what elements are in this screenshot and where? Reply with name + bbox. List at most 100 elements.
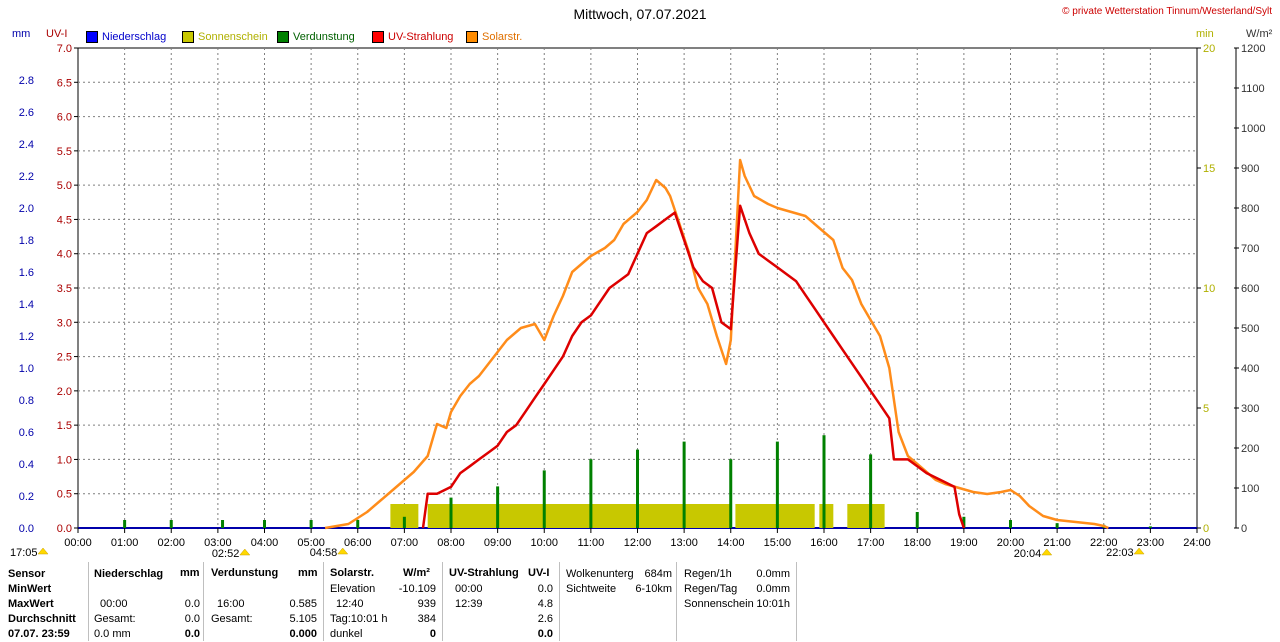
min-tick-label: 10 bbox=[1203, 283, 1215, 295]
evaporation-bar bbox=[729, 459, 733, 528]
mm-tick-label: 2.8 bbox=[19, 75, 34, 87]
legend-sonnenschein: Sonnenschein bbox=[182, 31, 268, 43]
evaporation-bar bbox=[589, 459, 593, 528]
table-row: Gesamt: 5.105 bbox=[211, 613, 317, 625]
wm2-tick-label: 100 bbox=[1241, 483, 1259, 495]
sun-time-label: 20:04 bbox=[1014, 548, 1042, 560]
x-tick-label: 23:00 bbox=[1137, 537, 1165, 549]
wm2-tick-label: 1200 bbox=[1241, 43, 1265, 55]
chart-axes: 00:00 01:00 02:00 03:00 04:00 05:00 06:00 07:00… bbox=[19, 43, 1266, 549]
sun-markers: 17:05 02:52 04:58 20:04 22:03 bbox=[10, 547, 1145, 560]
evaporation-bar bbox=[915, 512, 919, 528]
row-label: MaxWert bbox=[8, 598, 54, 610]
x-tick-label: 13:00 bbox=[670, 537, 698, 549]
x-tick-label: 02:00 bbox=[157, 537, 185, 549]
solar-values: Elevation -10.109 12:40 939 Tag:10:01 h 384… bbox=[330, 582, 436, 642]
table-divider bbox=[796, 562, 797, 641]
wm2-tick-label: 700 bbox=[1241, 243, 1259, 255]
mm-tick-label: 1.6 bbox=[19, 267, 34, 279]
table-row: Sichtweite 6-10km bbox=[566, 583, 672, 595]
table-row: Regen/Tag 0.0mm bbox=[684, 583, 790, 595]
mm-unit-label: mm bbox=[12, 28, 31, 40]
table-divider bbox=[323, 562, 324, 641]
table-row: 12:40 939 bbox=[336, 598, 436, 610]
table-row: 16:00 0.585 bbox=[217, 598, 317, 610]
copyright-text: © private Wetterstation Tinnum/Westerlan… bbox=[1062, 6, 1272, 17]
table-row bbox=[94, 582, 200, 597]
evaporation-bar bbox=[1009, 520, 1012, 528]
min-tick-label: 5 bbox=[1203, 403, 1209, 415]
sun-marker-icon bbox=[1133, 547, 1145, 555]
evaporation-bar bbox=[496, 486, 500, 528]
wm2-tick-label: 1100 bbox=[1241, 83, 1265, 95]
legend-label-solar: Solarstr. bbox=[482, 31, 523, 43]
table-row: Regen/1h 0.0mm bbox=[684, 568, 790, 580]
legend-swatch-uv bbox=[372, 31, 384, 43]
table-row: dunkel 0 bbox=[330, 628, 436, 640]
uv-tick-label: 4.5 bbox=[57, 214, 72, 226]
min-unit-label: min bbox=[1196, 28, 1214, 40]
mm-tick-label: 0.2 bbox=[19, 491, 34, 503]
wm2-tick-label: 500 bbox=[1241, 323, 1259, 335]
sun-time-label: 22:03 bbox=[1106, 547, 1134, 559]
x-tick-label: 05:00 bbox=[297, 537, 325, 549]
x-tick-label: 17:00 bbox=[857, 537, 885, 549]
table-row: 0.0 mm 0.0 bbox=[94, 628, 200, 640]
table-row: 12:39 4.8 bbox=[455, 598, 553, 610]
wm2-tick-label: 800 bbox=[1241, 203, 1259, 215]
x-tick-label: 00:00 bbox=[64, 537, 92, 549]
table-row: Elevation -10.109 bbox=[330, 583, 436, 595]
niederschlag-values: 00:00 0.0 Gesamt: 0.0 0.0 mm 0.0 bbox=[94, 582, 200, 642]
uv-tick-label: 1.5 bbox=[57, 420, 72, 432]
x-tick-label: 16:00 bbox=[810, 537, 838, 549]
legend-verdunstung: Verdunstung bbox=[277, 31, 355, 43]
x-tick-label: 19:00 bbox=[950, 537, 978, 549]
wm2-tick-label: 400 bbox=[1241, 363, 1259, 375]
x-tick-label: 07:00 bbox=[391, 537, 419, 549]
mm-tick-label: 1.4 bbox=[19, 299, 34, 311]
wm2-tick-label: 900 bbox=[1241, 163, 1259, 175]
sun-marker-icon bbox=[1041, 548, 1053, 556]
table-divider bbox=[88, 562, 89, 641]
evaporation-bar bbox=[449, 497, 453, 528]
uv-tick-label: 6.5 bbox=[57, 77, 72, 89]
verdunstung-unit: mm bbox=[298, 567, 318, 579]
sun-time-label: 04:58 bbox=[310, 547, 338, 559]
table-row: Tag:10:01 h 384 bbox=[330, 613, 436, 625]
x-tick-label: 11:00 bbox=[578, 537, 605, 549]
x-tick-label: 24:00 bbox=[1183, 537, 1211, 549]
mm-tick-label: 0.0 bbox=[19, 523, 34, 535]
x-tick-label: 04:00 bbox=[251, 537, 279, 549]
table-row bbox=[211, 582, 317, 597]
uv-tick-label: 7.0 bbox=[57, 43, 72, 55]
legend-label-niederschlag: Niederschlag bbox=[102, 31, 167, 43]
evaporation-bar bbox=[309, 520, 313, 528]
wm2-tick-label: 600 bbox=[1241, 283, 1259, 295]
sunshine-bar bbox=[819, 504, 834, 528]
line-series bbox=[324, 158, 1109, 530]
wm2-tick-label: 200 bbox=[1241, 443, 1259, 455]
table-row: 00:00 0.0 bbox=[100, 598, 200, 610]
min-tick-label: 0 bbox=[1203, 523, 1209, 535]
evaporation-series bbox=[123, 435, 1152, 528]
evaporation-bar bbox=[263, 520, 266, 528]
evaporation-bar bbox=[169, 520, 173, 528]
evaporation-bar bbox=[962, 516, 966, 528]
row-label: MinWert bbox=[8, 583, 52, 595]
evaporation-bar bbox=[822, 435, 826, 528]
evaporation-bar bbox=[356, 520, 360, 528]
uv-tick-label: 3.5 bbox=[57, 283, 72, 295]
legend-uv: UV-Strahlung bbox=[372, 31, 453, 43]
uv-tick-label: 5.0 bbox=[57, 180, 72, 192]
mm-tick-label: 1.2 bbox=[19, 331, 34, 343]
uv-tick-label: 2.0 bbox=[57, 386, 72, 398]
evaporation-bar bbox=[682, 441, 686, 528]
sun-marker-icon bbox=[337, 547, 349, 555]
table-row: 00:00 0.0 bbox=[455, 583, 553, 595]
sunshine-bar bbox=[427, 504, 731, 528]
uv-tick-label: 6.0 bbox=[57, 112, 72, 124]
evaporation-bar bbox=[636, 449, 639, 528]
uv-tick-label: 1.0 bbox=[57, 454, 72, 466]
table-divider bbox=[676, 562, 677, 641]
x-tick-label: 14:00 bbox=[717, 537, 745, 549]
